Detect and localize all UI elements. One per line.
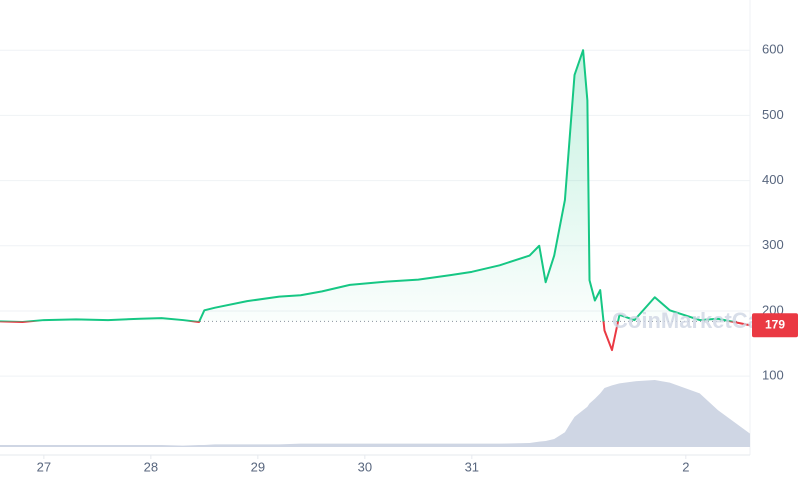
x-tick-label: 2 — [682, 459, 689, 474]
x-tick-label: 28 — [144, 459, 158, 474]
price-area — [0, 50, 750, 322]
x-tick-label: 30 — [358, 459, 372, 474]
x-tick-label: 29 — [251, 459, 265, 474]
price-line — [0, 49, 751, 352]
y-tick-label: 300 — [762, 237, 784, 252]
watermark: CoinMarketCap — [612, 308, 773, 333]
price-tag-label: 179 — [765, 317, 785, 331]
y-tick-label: 400 — [762, 172, 784, 187]
y-tick-label: 100 — [762, 368, 784, 383]
y-tick-label: 500 — [762, 107, 784, 122]
volume-area — [0, 380, 750, 447]
y-tick-label: 600 — [762, 42, 784, 57]
x-tick-label: 31 — [465, 459, 479, 474]
price-tag — [752, 313, 798, 338]
x-tick-label: 27 — [37, 459, 51, 474]
